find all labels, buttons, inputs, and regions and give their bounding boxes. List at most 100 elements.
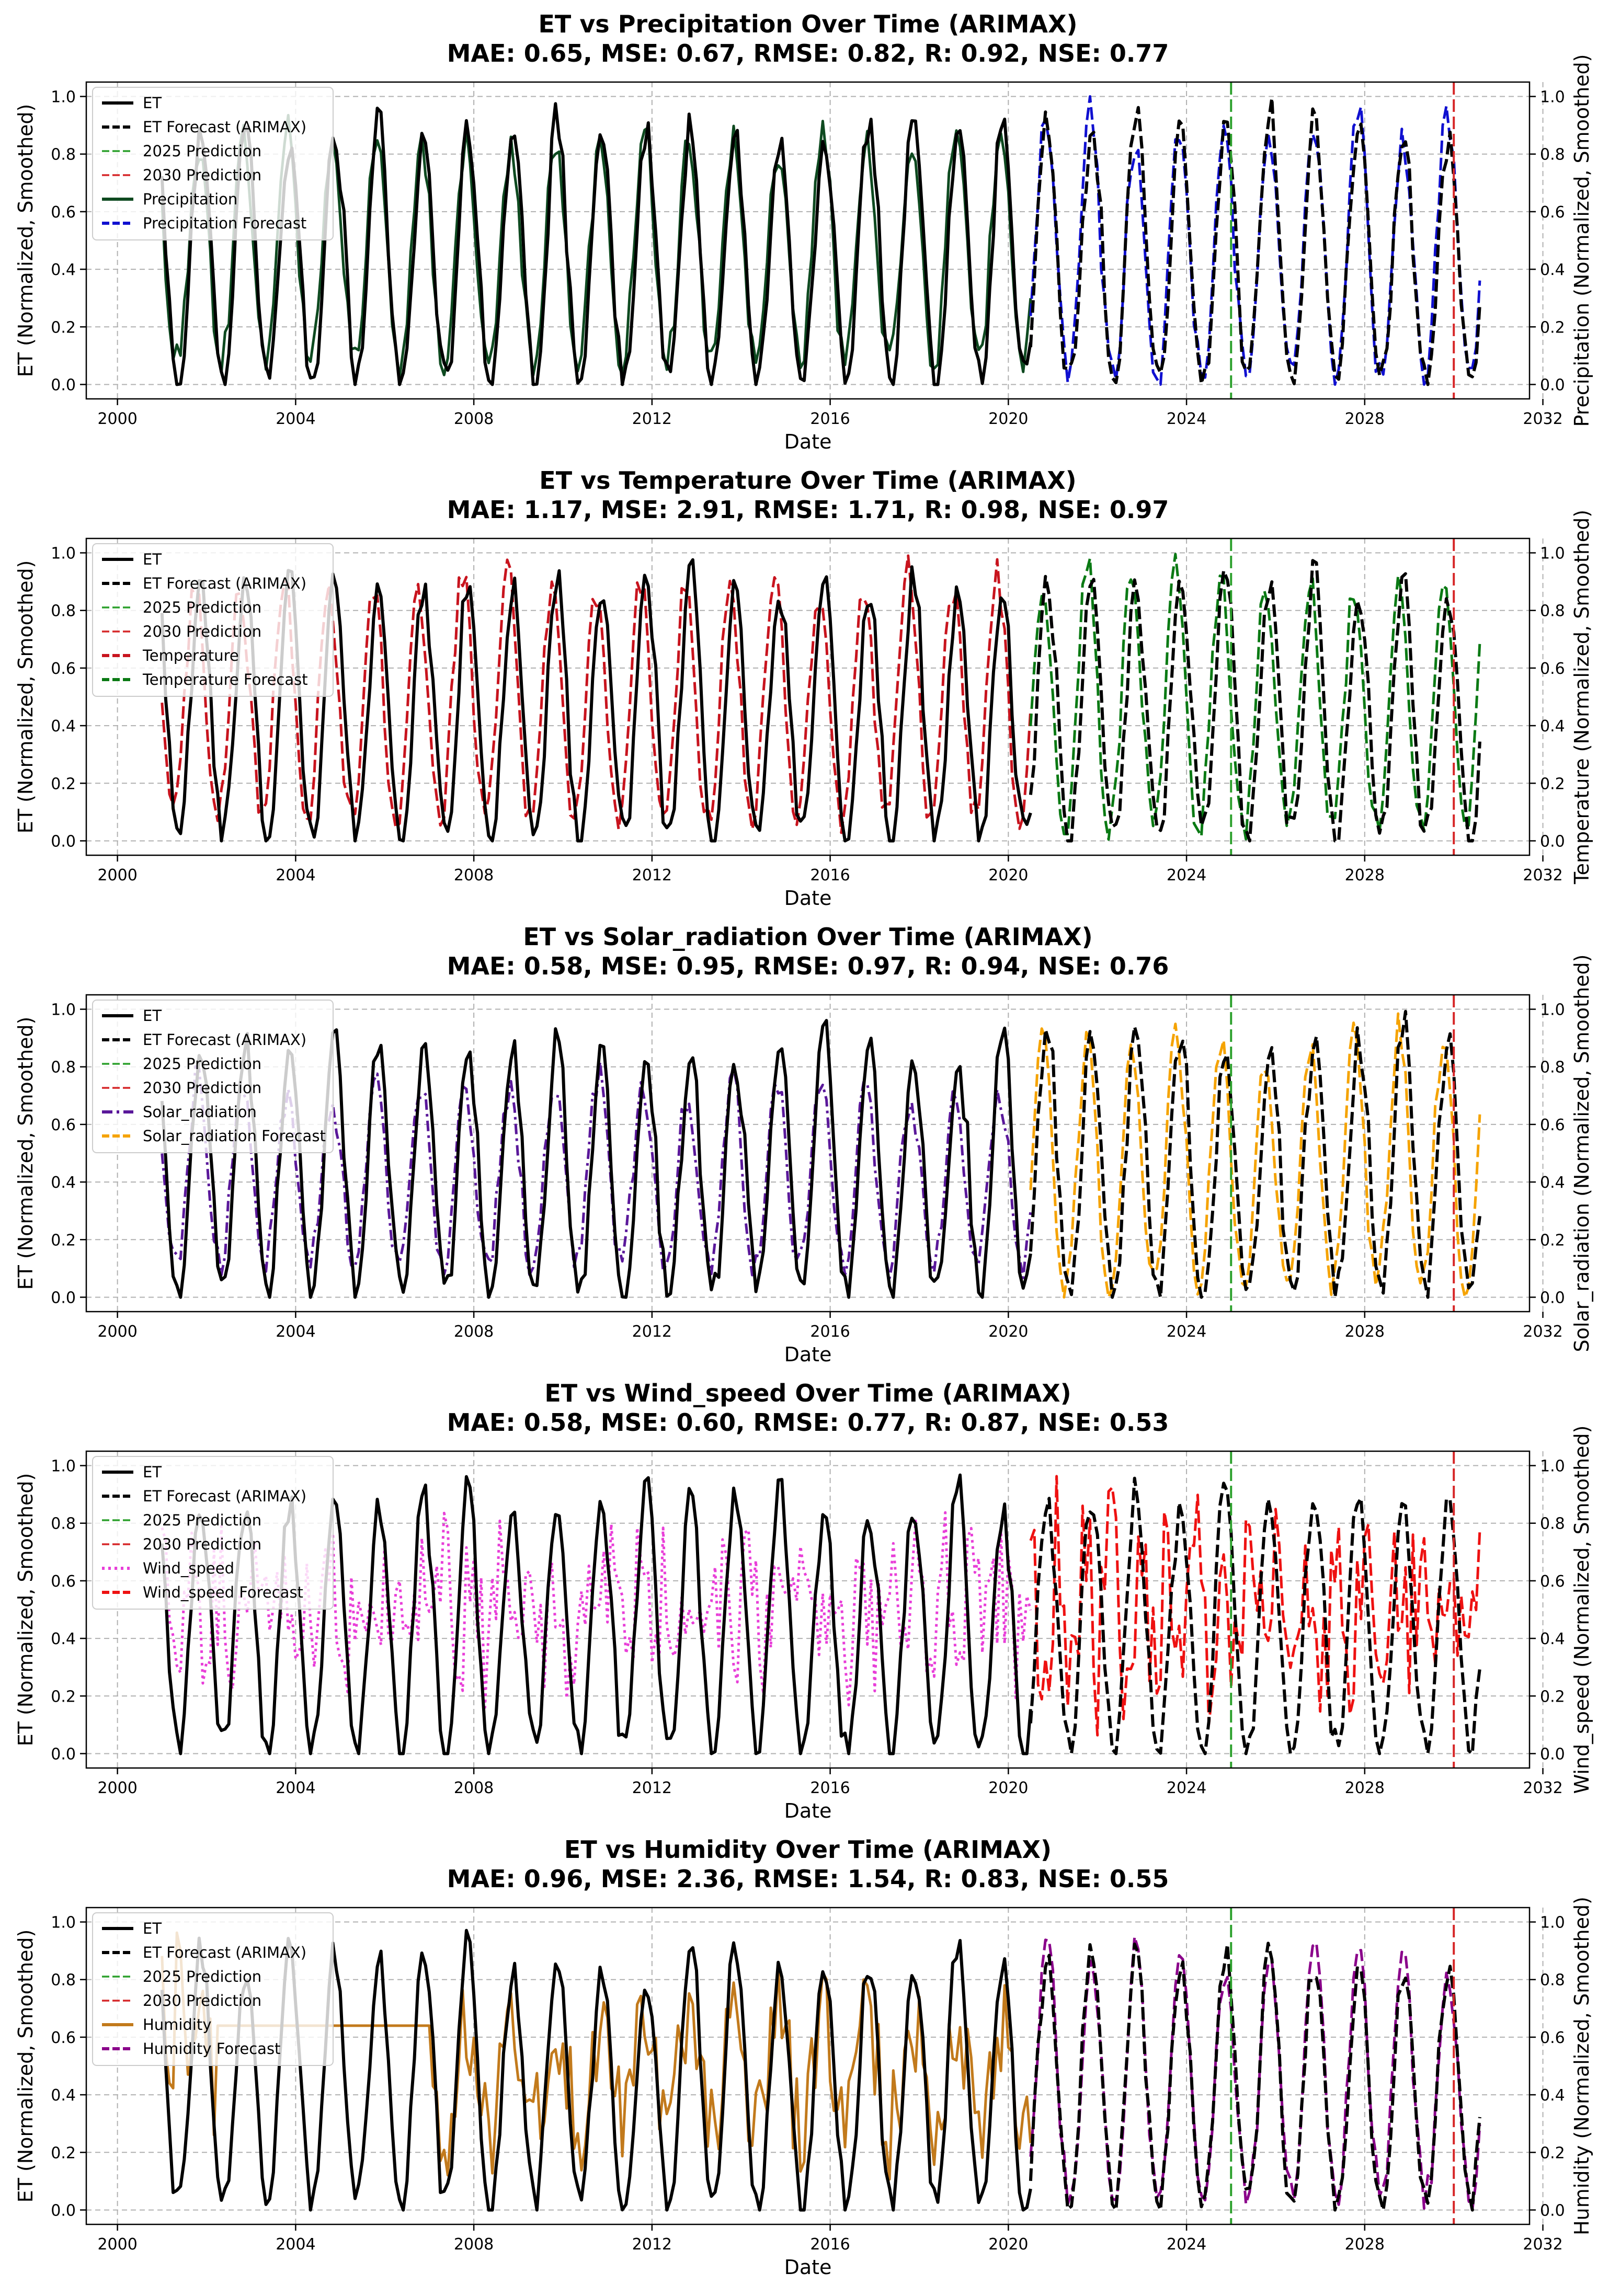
legend-label: 2025 Prediction (143, 142, 261, 160)
y-tick-label-left: 0.6 (51, 1116, 76, 1134)
legend-label: 2030 Prediction (143, 166, 261, 184)
y-tick-label-right: 1.0 (1540, 88, 1565, 107)
legend-label: Precipitation (143, 190, 237, 208)
x-tick-label: 2016 (810, 1323, 850, 1341)
x-tick-label: 2004 (276, 1779, 315, 1797)
series-line-et (160, 102, 1032, 386)
y-tick-label-right: 0.2 (1540, 2144, 1565, 2162)
legend-label: ET (143, 1920, 162, 1937)
legend-label: ET Forecast (ARIMAX) (143, 118, 306, 136)
y-tick-label-right: 0.6 (1540, 203, 1565, 222)
legend-label: ET Forecast (ARIMAX) (143, 1487, 306, 1505)
y-tick-label-left: 0.4 (51, 261, 76, 279)
y-tick-label-right: 0.6 (1540, 660, 1565, 678)
y-tick-label-right: 0.0 (1540, 1745, 1565, 1763)
legend-label: Humidity Forecast (143, 2040, 280, 2058)
chart-panel-2: ET vs Temperature Over Time (ARIMAX)MAE:… (14, 466, 1593, 910)
x-tick-label: 2020 (988, 1323, 1028, 1341)
legend: ET ET Forecast (ARIMAX) 2025 Prediction 203… (92, 1456, 334, 1610)
chart-panel-3: ET vs Solar_radiation Over Time (ARIMAX)… (14, 923, 1593, 1366)
y-axis-label-right: Wind_speed (Normalized, Smoothed) (1570, 1426, 1593, 1794)
y-tick-label-right: 0.0 (1540, 1289, 1565, 1307)
chart-panel-1: ET vs Precipitation Over Time (ARIMAX)MA… (14, 10, 1593, 453)
legend-label: 2030 Prediction (143, 1992, 261, 2010)
x-tick-label: 2020 (988, 2235, 1028, 2254)
chart-title: ET vs Wind_speed Over Time (ARIMAX) (544, 1379, 1071, 1407)
y-axis-label-left: ET (Normalized, Smoothed) (14, 104, 37, 377)
legend-label: Temperature (142, 647, 239, 664)
x-tick-label: 2032 (1523, 1779, 1562, 1797)
legend-label: ET (143, 94, 162, 112)
x-tick-label: 2008 (454, 410, 494, 428)
x-tick-label: 2020 (988, 866, 1028, 885)
x-tick-label: 2012 (632, 1779, 672, 1797)
plot-frame (85, 537, 1531, 856)
y-axis-label-left: ET (Normalized, Smoothed) (14, 1473, 37, 1747)
chart-title: ET vs Humidity Over Time (ARIMAX) (564, 1835, 1052, 1864)
y-tick-label-right: 0.8 (1540, 1059, 1565, 1077)
series-line-temperature-forecast (1029, 553, 1481, 841)
y-tick-label-left: 1.0 (51, 1914, 76, 1932)
y-tick-label-left: 1.0 (51, 1001, 76, 1019)
y-tick-label-right: 1.0 (1540, 1001, 1565, 1019)
y-tick-label-left: 0.4 (51, 1630, 76, 1648)
y-tick-label-left: 0.0 (51, 1745, 76, 1763)
x-tick-label: 2024 (1167, 866, 1206, 885)
y-axis-label-right: Temperature (Normalized, Smoothed) (1570, 510, 1593, 885)
x-tick-label: 2020 (988, 1779, 1028, 1797)
y-tick-label-left: 0.2 (51, 2144, 76, 2162)
y-axis-label-right: Humidity (Normalized, Smoothed) (1570, 1897, 1593, 2235)
y-tick-label-right: 1.0 (1540, 545, 1565, 563)
y-tick-label-left: 1.0 (51, 1457, 76, 1476)
series-group (160, 95, 1481, 386)
legend-label: ET Forecast (ARIMAX) (143, 1031, 306, 1049)
legend-box (92, 1000, 334, 1153)
y-tick-label-right: 0.2 (1540, 775, 1565, 793)
series-line-humidity-forecast (1029, 1935, 1481, 2211)
legend-label: 2025 Prediction (143, 1968, 261, 1985)
x-tick-label: 2004 (276, 410, 315, 428)
legend-label: ET Forecast (ARIMAX) (143, 1944, 306, 1961)
legend-label: ET Forecast (ARIMAX) (143, 575, 306, 592)
chart-panel-4: ET vs Wind_speed Over Time (ARIMAX)MAE: … (14, 1379, 1593, 1822)
y-tick-label-right: 1.0 (1540, 1457, 1565, 1476)
x-tick-label: 2016 (810, 1779, 850, 1797)
x-tick-label: 2008 (454, 1323, 494, 1341)
x-tick-label: 2008 (454, 2235, 494, 2254)
y-tick-label-left: 0.8 (51, 1515, 76, 1533)
series-line-precipitation-forecast (1029, 95, 1481, 386)
y-tick-label-left: 0.8 (51, 1059, 76, 1077)
x-tick-label: 2008 (454, 866, 494, 885)
chart-panel-5: ET vs Humidity Over Time (ARIMAX)MAE: 0.… (14, 1835, 1593, 2279)
series-group (160, 553, 1481, 843)
y-tick-label-left: 1.0 (51, 545, 76, 563)
legend: ET ET Forecast (ARIMAX) 2025 Prediction 203… (92, 543, 334, 697)
legend-label: 2030 Prediction (143, 1079, 261, 1097)
y-tick-label-left: 0.8 (51, 1971, 76, 1990)
y-axis-label-left: ET (Normalized, Smoothed) (14, 1017, 37, 1290)
chart-title: ET vs Temperature Over Time (ARIMAX) (539, 466, 1076, 495)
y-tick-label-left: 0.8 (51, 602, 76, 621)
x-tick-label: 2020 (988, 410, 1028, 428)
x-tick-label: 2032 (1523, 866, 1562, 885)
legend-label: ET (143, 1463, 162, 1481)
y-tick-label-right: 0.2 (1540, 1687, 1565, 1706)
y-tick-label-left: 0.0 (51, 376, 76, 394)
legend-label: Wind_speed (143, 1559, 234, 1577)
x-tick-label: 2012 (632, 866, 672, 885)
y-tick-label-right: 0.6 (1540, 1572, 1565, 1591)
plot-frame (85, 81, 1531, 400)
x-tick-label: 2004 (276, 1323, 315, 1341)
y-tick-label-left: 0.4 (51, 717, 76, 736)
legend-label: 2030 Prediction (143, 623, 261, 640)
chart-title: ET vs Solar_radiation Over Time (ARIMAX) (523, 923, 1092, 951)
x-tick-label: 2016 (810, 866, 850, 885)
legend-label: Solar_radiation Forecast (143, 1127, 326, 1145)
y-axis-label-right: Solar_radiation (Normalized, Smoothed) (1570, 954, 1593, 1352)
chart-title: ET vs Precipitation Over Time (ARIMAX) (539, 10, 1078, 38)
plot-frame (85, 994, 1531, 1313)
plot-frame (85, 1907, 1531, 2225)
x-tick-label: 2028 (1345, 1323, 1385, 1341)
x-tick-label: 2024 (1167, 1779, 1206, 1797)
legend-box (92, 87, 334, 240)
